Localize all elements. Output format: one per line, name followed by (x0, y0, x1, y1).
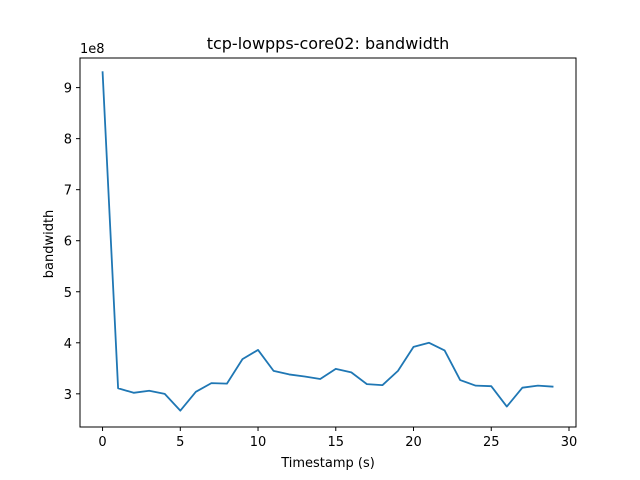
x-tick-label: 15 (328, 435, 345, 450)
x-tick-label: 30 (561, 435, 578, 450)
y-tick-label: 6 (64, 235, 72, 250)
y-offset-label: 1e8 (80, 42, 105, 57)
plot-frame (79, 57, 577, 428)
y-tick-label: 8 (64, 133, 72, 148)
y-tick-label: 3 (64, 388, 72, 403)
x-axis-ticks: 0 5 10 15 20 25 30 (98, 427, 577, 450)
x-tick-label: 5 (176, 435, 184, 450)
x-tick-label: 20 (405, 435, 422, 450)
x-tick-label: 25 (483, 435, 500, 450)
y-tick-label: 5 (64, 286, 72, 301)
chart-title: tcp-lowpps-core02: bandwidth (207, 34, 450, 53)
y-tick-label: 9 (64, 82, 72, 97)
y-axis-ticks: 3 4 5 6 7 8 9 (64, 82, 80, 403)
series-group (101, 71, 554, 412)
x-tick-label: 10 (250, 435, 267, 450)
x-tick-label: 0 (98, 435, 106, 450)
y-tick-label: 4 (64, 337, 72, 352)
bandwidth-series-line (101, 71, 554, 412)
y-tick-label: 7 (64, 184, 72, 199)
y-axis-label: bandwidth (42, 210, 57, 279)
x-axis-label: Timestamp (s) (280, 456, 375, 471)
